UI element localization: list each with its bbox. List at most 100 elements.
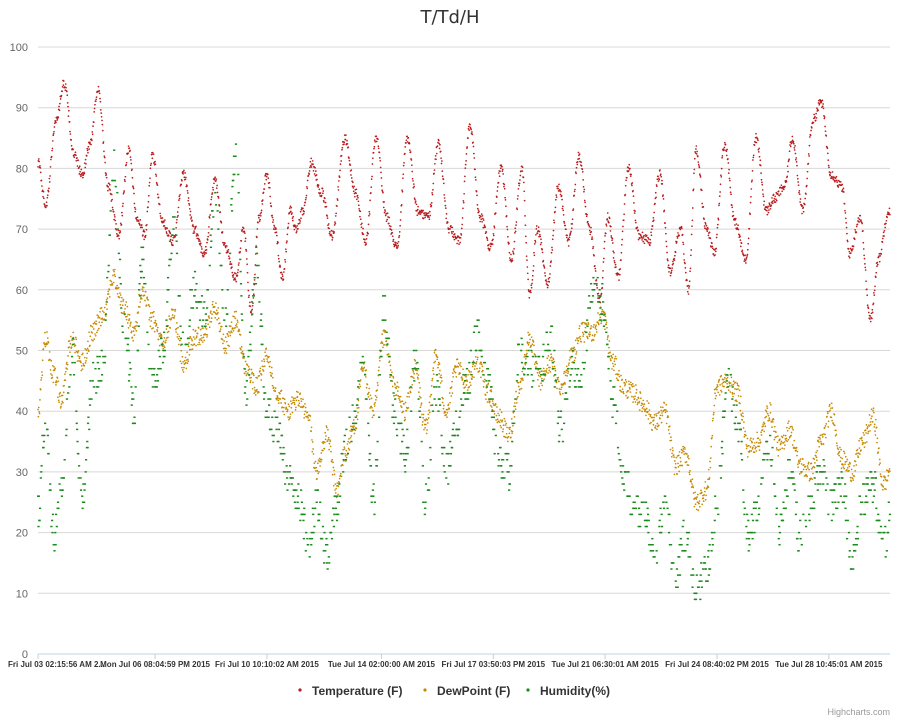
data-point xyxy=(290,477,293,479)
data-point xyxy=(75,154,77,157)
data-point xyxy=(467,127,470,130)
data-point xyxy=(130,321,132,324)
data-point xyxy=(252,372,255,375)
data-point xyxy=(414,360,417,362)
data-point xyxy=(157,196,160,199)
data-point xyxy=(600,320,603,323)
data-point xyxy=(516,397,519,399)
data-point xyxy=(791,135,794,138)
data-point xyxy=(96,329,99,332)
data-point xyxy=(351,185,354,188)
data-point xyxy=(851,477,854,480)
data-point xyxy=(611,239,613,242)
data-point xyxy=(387,337,391,340)
data-point xyxy=(846,232,848,235)
data-point xyxy=(506,440,509,443)
data-point xyxy=(403,416,406,419)
data-point xyxy=(191,348,194,350)
data-point xyxy=(836,181,839,183)
data-point xyxy=(219,330,222,333)
data-point xyxy=(514,227,517,230)
data-point xyxy=(433,351,436,354)
data-point xyxy=(345,428,348,431)
data-point xyxy=(375,135,378,138)
data-point xyxy=(774,201,777,203)
data-point xyxy=(460,234,463,236)
data-point xyxy=(337,501,341,503)
data-point xyxy=(790,431,793,434)
data-point xyxy=(230,198,233,200)
data-point xyxy=(263,365,266,368)
data-point xyxy=(773,438,776,441)
data-point xyxy=(776,448,778,451)
data-point xyxy=(490,389,492,391)
data-point xyxy=(82,483,85,485)
data-point xyxy=(240,313,243,315)
data-point xyxy=(494,212,497,215)
data-point xyxy=(144,282,147,285)
data-point xyxy=(577,151,580,154)
data-point xyxy=(167,336,169,339)
data-point xyxy=(255,252,259,255)
data-point xyxy=(538,230,541,233)
data-point xyxy=(149,325,152,328)
data-point xyxy=(681,227,683,230)
data-point xyxy=(220,325,223,328)
data-point xyxy=(243,230,246,233)
data-point xyxy=(353,428,356,431)
data-point xyxy=(689,270,691,273)
data-point xyxy=(882,479,885,482)
data-point xyxy=(151,386,154,388)
data-point xyxy=(291,217,294,220)
data-point xyxy=(430,385,433,387)
data-point xyxy=(504,424,507,426)
data-point xyxy=(849,476,852,479)
data-point xyxy=(544,272,546,274)
data-point xyxy=(46,331,48,333)
data-point xyxy=(303,513,306,516)
data-point xyxy=(575,172,577,175)
data-point xyxy=(461,378,464,380)
data-point xyxy=(326,217,329,219)
data-point xyxy=(729,186,732,189)
data-point xyxy=(504,199,507,201)
data-point xyxy=(297,227,299,230)
data-point xyxy=(85,163,87,165)
data-point xyxy=(324,438,327,441)
data-point xyxy=(122,298,125,301)
data-point xyxy=(163,224,166,227)
data-point xyxy=(715,394,718,397)
data-point xyxy=(482,217,484,220)
data-point xyxy=(77,477,80,479)
data-point xyxy=(716,385,719,388)
data-point xyxy=(723,376,726,379)
data-point xyxy=(867,307,870,310)
data-point xyxy=(298,405,300,407)
data-point xyxy=(399,219,402,221)
data-point xyxy=(203,339,206,342)
data-point xyxy=(603,311,606,314)
data-point xyxy=(789,425,792,428)
data-point xyxy=(119,222,122,225)
data-point xyxy=(390,229,393,231)
data-point xyxy=(49,369,52,371)
data-point xyxy=(842,466,845,468)
data-point xyxy=(235,280,238,283)
data-point xyxy=(205,328,208,330)
data-point xyxy=(65,434,68,437)
data-point xyxy=(380,340,383,343)
data-point xyxy=(227,330,230,333)
data-point xyxy=(285,241,288,244)
data-point xyxy=(147,304,150,306)
data-point xyxy=(451,372,454,374)
data-point xyxy=(171,234,174,236)
data-point xyxy=(85,349,88,351)
data-point xyxy=(500,164,503,166)
data-point xyxy=(37,158,40,160)
data-point xyxy=(760,178,763,181)
data-point xyxy=(612,250,615,253)
data-point xyxy=(511,432,513,435)
data-point xyxy=(773,197,776,200)
data-point xyxy=(431,191,433,194)
data-point xyxy=(195,301,198,303)
